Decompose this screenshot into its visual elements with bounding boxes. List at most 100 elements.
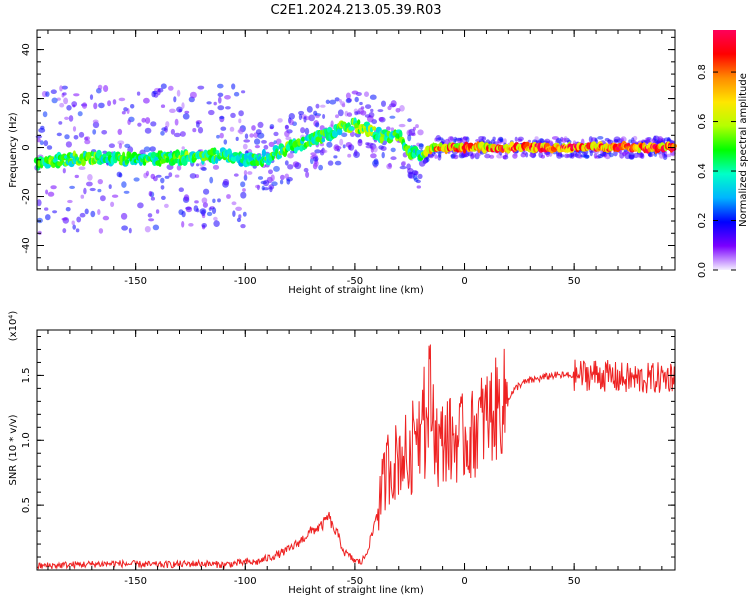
spectrogram-point <box>174 118 179 126</box>
spectrogram-point <box>145 170 150 177</box>
spectrogram-point <box>147 213 153 218</box>
spectrogram-point <box>66 105 72 111</box>
spectrogram-point <box>337 109 344 117</box>
snr-background <box>37 330 675 570</box>
colorbar-label: Normalized spectral amplitude <box>738 73 749 227</box>
spectrogram-point <box>539 138 544 144</box>
spectrogram-point <box>345 92 351 100</box>
spectrogram-point <box>334 160 342 166</box>
spectrogram-point <box>418 143 424 150</box>
spectrogram-point <box>238 110 244 117</box>
spectrogram-point <box>354 96 359 103</box>
spectrogram-point <box>83 187 87 195</box>
spectrogram-point <box>390 100 397 108</box>
spectrogram-point <box>318 164 323 171</box>
spectrogram-point <box>304 127 310 135</box>
spectrogram-point <box>201 167 207 171</box>
spectrogram-point <box>50 185 57 190</box>
spectrogram-point <box>208 109 215 116</box>
spectrogram-point <box>263 144 269 150</box>
spectrogram-point <box>160 83 167 89</box>
spectrogram-point <box>381 100 386 107</box>
spectrogram-point <box>233 91 240 97</box>
spectrogram-point <box>110 201 115 207</box>
spectrogram-point <box>232 210 236 217</box>
spectrogram-point <box>386 163 393 170</box>
spectrogram-point <box>273 131 279 137</box>
spectrogram-point <box>137 202 144 209</box>
y-tick-label: -20 <box>21 188 32 204</box>
spectrogram-point <box>461 151 468 157</box>
spectrogram-point <box>561 137 567 143</box>
spectrogram-point <box>370 108 374 113</box>
snr-series-line <box>36 344 676 570</box>
spectrogram-point <box>225 106 231 110</box>
spectrogram-point <box>269 186 273 193</box>
spectrogram-point <box>98 228 104 234</box>
spectrogram-panel: -150 -100 -50 0 50 40 20 0 -20 -40 Height of stra… <box>8 29 677 296</box>
spectrogram-point <box>657 136 664 142</box>
spectrogram-point <box>517 136 524 141</box>
spectrogram-point <box>64 134 70 140</box>
spectrogram-point <box>372 145 378 153</box>
spectrogram-point <box>144 226 151 233</box>
spectrogram-point <box>63 97 69 105</box>
spectrogram-point <box>335 114 339 119</box>
spectrogram-point <box>386 126 391 131</box>
spectrogram-point <box>58 121 63 125</box>
spectrogram-point <box>148 218 155 222</box>
colorbar-tick-label: 0.2 <box>697 213 708 229</box>
spectrogram-point <box>399 165 407 170</box>
spectrogram-point <box>314 149 321 154</box>
spectrogram-point <box>44 207 49 211</box>
spectrogram-point <box>321 137 326 143</box>
spectrogram-point <box>193 205 199 212</box>
spectrogram-point <box>36 199 42 207</box>
spectrogram-point <box>257 176 264 180</box>
spectrogram-point <box>416 185 421 189</box>
spectrogram-point <box>125 159 130 165</box>
spectrogram-point <box>169 108 176 114</box>
spectrogram-point <box>242 188 246 192</box>
spectrogram-point <box>357 138 363 144</box>
colorbar-tick-label: 0.6 <box>697 114 708 130</box>
colorbar-tick-label: 0.0 <box>697 262 708 278</box>
spectrogram-point <box>570 152 575 159</box>
spectrogram-point <box>224 95 231 100</box>
spectrogram-point <box>36 217 43 224</box>
spectrogram-point <box>381 151 385 159</box>
spectrogram-point <box>415 179 421 184</box>
spectrogram-point <box>243 170 248 176</box>
spectrogram-point <box>181 102 185 109</box>
spectrogram-point <box>434 154 438 159</box>
spectrogram-point <box>141 117 146 123</box>
spectrogram-marks <box>33 83 677 235</box>
spectrogram-point <box>153 176 158 182</box>
spectrogram-point <box>527 139 532 143</box>
spectrogram-point <box>322 149 328 154</box>
spectrogram-point <box>74 174 80 179</box>
spectrogram-point <box>92 129 97 135</box>
spectrogram-point <box>183 194 190 202</box>
spectrogram-point <box>65 141 72 148</box>
colorbar-gradient <box>713 30 736 270</box>
spectrogram-point <box>56 132 62 137</box>
spectrogram-point <box>378 145 384 150</box>
spectrogram-point <box>192 128 197 133</box>
spectrogram-point <box>413 170 419 176</box>
spectrogram-point <box>279 179 284 185</box>
snr-ylabel: SNR (10 * v/v) <box>8 414 19 485</box>
spectrogram-point <box>218 96 222 104</box>
spectrogram-point <box>164 175 170 179</box>
spectrogram-point <box>151 90 156 98</box>
x-tick-label: -150 <box>124 276 147 287</box>
spectrogram-point <box>197 85 205 90</box>
x-tick-label: 50 <box>568 576 581 587</box>
spectrogram-ylabel: Frequency (Hz) <box>8 112 19 188</box>
spectrogram-point <box>545 151 550 158</box>
spectrogram-point <box>628 139 632 144</box>
spectrogram-point <box>185 206 193 213</box>
spectrogram-point <box>556 137 562 144</box>
spectrogram-point <box>155 209 160 214</box>
spectrogram-point <box>231 201 237 206</box>
